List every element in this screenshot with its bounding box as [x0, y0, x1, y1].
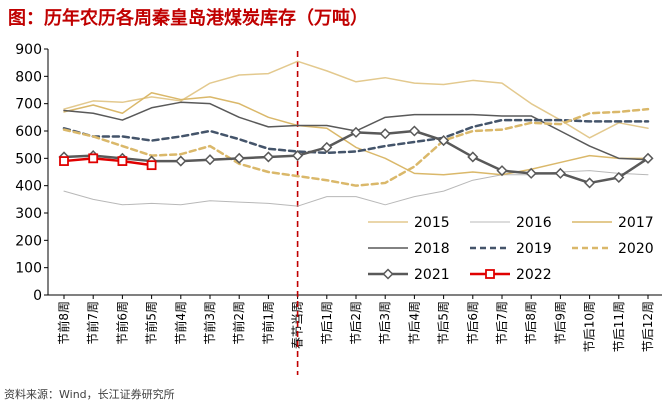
data-point-2021 — [175, 155, 187, 167]
legend-label-2020: 2020 — [618, 241, 654, 257]
legend-item-2016: 2016 — [470, 215, 552, 231]
data-point-2022 — [146, 160, 157, 171]
x-tick-label-16: 节后8周 — [524, 301, 538, 345]
series-2019 — [62, 118, 650, 155]
x-tick-label-3: 节前5周 — [144, 301, 159, 345]
series-2020 — [62, 107, 650, 187]
y-tick-label: 500 — [15, 151, 42, 167]
y-tick-label: 100 — [15, 261, 42, 277]
chart-title: 图：历年农历各周秦皇岛港煤炭库存（万吨） — [8, 8, 368, 29]
x-tick-label-5: 节前3周 — [202, 301, 217, 345]
y-tick-label: 600 — [15, 124, 42, 140]
x-tick-label-18: 节后10周 — [583, 301, 597, 352]
data-point-2021 — [262, 151, 274, 163]
legend-item-2018: 2018 — [368, 241, 450, 257]
legend-label-2015: 2015 — [414, 215, 450, 231]
legend-label-2016: 2016 — [516, 215, 552, 231]
legend-marker-2022 — [485, 269, 495, 279]
data-point-2021 — [554, 167, 566, 179]
data-point-2021 — [496, 165, 508, 177]
data-point-2021 — [292, 150, 304, 162]
data-point-2021 — [467, 151, 479, 163]
series-line-2020 — [62, 107, 650, 187]
y-tick-label: 800 — [15, 69, 42, 85]
y-tick-label: 0 — [33, 288, 42, 304]
x-tick-label-7: 节前1周 — [260, 301, 275, 345]
data-point-2021 — [233, 152, 245, 164]
series-line-2019 — [62, 118, 650, 155]
series-line-2015 — [63, 60, 649, 139]
x-tick-label-6: 节前2周 — [231, 301, 246, 345]
data-point-2021 — [204, 154, 216, 166]
legend: 2015 2016 2017 2018 2019 2020 2021 2022 — [368, 215, 654, 283]
data-point-2022 — [59, 156, 69, 166]
x-tick-label-9: 节后1周 — [320, 301, 334, 345]
data-point-2021 — [321, 141, 333, 153]
legend-label-2021: 2021 — [414, 267, 450, 283]
x-tick-label-11: 节后3周 — [378, 301, 392, 345]
legend-label-2017: 2017 — [618, 215, 654, 231]
data-point-2021 — [438, 135, 450, 147]
series-2015 — [63, 60, 649, 139]
x-tick-label-20: 节后12周 — [641, 301, 655, 352]
x-tick-label-12: 节后4周 — [407, 301, 421, 345]
y-axis: 0 100 200 300 400 500 600 700 800 900 — [15, 42, 49, 304]
legend-item-2017: 2017 — [572, 215, 654, 231]
data-point-2021 — [525, 167, 537, 179]
x-tick-label-14: 节后6周 — [466, 301, 480, 345]
series-2022 — [59, 153, 157, 171]
x-tick-label-4: 节前4周 — [173, 301, 188, 345]
series-line-2022 — [62, 157, 153, 167]
legend-label-2019: 2019 — [516, 241, 552, 257]
data-point-2021 — [584, 177, 596, 189]
x-tick-label-19: 节后11周 — [612, 301, 626, 352]
x-tick-label-1: 节前7周 — [85, 301, 100, 345]
y-tick-label: 200 — [15, 233, 42, 249]
x-tick-label-13: 节后5周 — [437, 301, 451, 345]
legend-item-2022: 2022 — [470, 267, 552, 283]
legend-marker-2021 — [382, 268, 394, 280]
x-tick-label-2: 节前6周 — [114, 301, 129, 345]
x-tick-label-17: 节后9周 — [553, 301, 567, 345]
data-point-2021 — [613, 171, 625, 184]
x-axis: 节前8周 节前7周 节前6周 节前5周 节前4周 节前3周 节前2周 节前1周 春节当周 节后1周… — [48, 294, 662, 352]
data-point-2022 — [88, 153, 99, 164]
y-tick-label: 900 — [15, 42, 42, 58]
y-tick-label: 300 — [15, 206, 42, 222]
source-note: 资料来源：Wind，长江证券研究所 — [4, 388, 175, 401]
series-lines — [58, 60, 654, 207]
y-tick-label: 700 — [15, 97, 42, 113]
y-tick-label: 400 — [15, 179, 42, 195]
x-tick-label-0: 节前8周 — [56, 301, 71, 345]
legend-label-2018: 2018 — [414, 241, 450, 257]
x-tick-label-10: 节后2周 — [349, 301, 363, 345]
data-point-2021 — [379, 128, 391, 140]
x-tick-label-15: 节后7周 — [495, 301, 509, 345]
legend-label-2022: 2022 — [516, 267, 552, 283]
legend-item-2019: 2019 — [470, 241, 552, 257]
data-point-2022 — [117, 156, 128, 166]
legend-item-2015: 2015 — [368, 215, 450, 231]
series-2021 — [58, 125, 654, 189]
series-line-2017 — [63, 91, 649, 176]
data-point-2021 — [350, 126, 362, 138]
series-2017 — [63, 91, 649, 176]
legend-item-2020: 2020 — [572, 241, 654, 257]
data-point-2021 — [642, 152, 654, 164]
legend-item-2021: 2021 — [368, 267, 450, 283]
data-point-2021 — [408, 125, 420, 137]
